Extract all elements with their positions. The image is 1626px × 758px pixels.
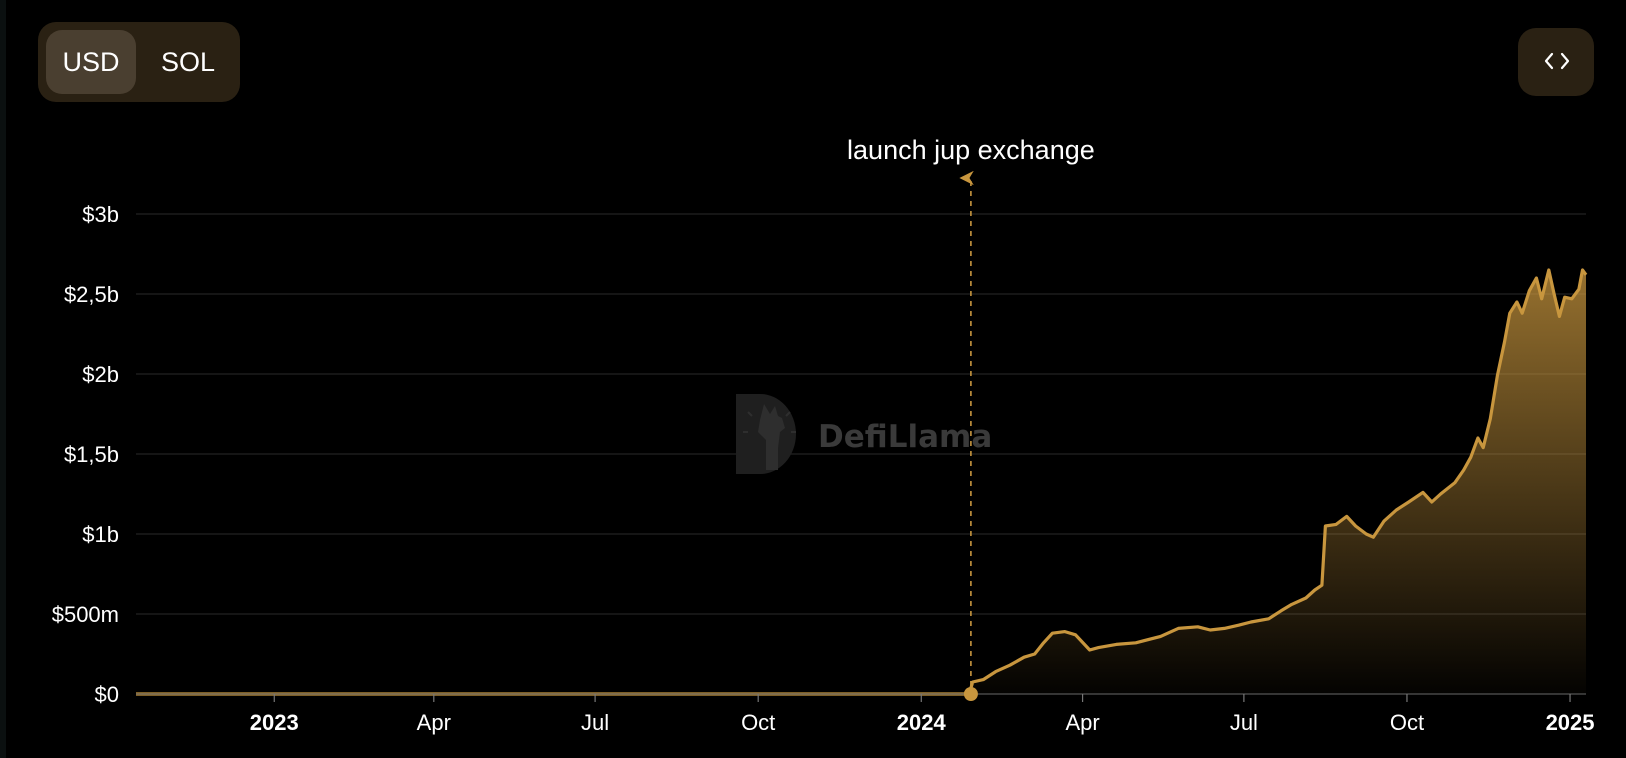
y-tick-label: $2,5b <box>64 282 119 307</box>
tvl-area <box>136 270 1586 694</box>
x-axis: 2023 Apr Jul Oct 2024 Apr Jul Oct 2025 <box>136 693 1595 735</box>
y-axis: $0 $500m $1b $1,5b $2b $2,5b $3b <box>52 202 119 707</box>
embed-code-button[interactable] <box>1518 28 1594 96</box>
x-tick-label: 2024 <box>897 710 947 735</box>
defillama-watermark: DefiLlama <box>736 394 992 474</box>
x-tick-label: Apr <box>417 710 451 735</box>
x-tick-label: 2023 <box>250 710 299 735</box>
x-tick-label: Jul <box>1230 710 1258 735</box>
launch-annotation: launch jup exchange <box>847 135 1095 701</box>
y-tick-label: $1,5b <box>64 442 119 467</box>
x-tick-label: Oct <box>1390 710 1424 735</box>
window-edge <box>0 0 6 758</box>
y-tick-label: $500m <box>52 602 119 627</box>
y-tick-label: $3b <box>82 202 119 227</box>
watermark-text: DefiLlama <box>818 419 992 455</box>
y-tick-label: $1b <box>82 522 119 547</box>
llama-logo-icon <box>736 394 796 474</box>
usd-toggle-button[interactable]: USD <box>46 30 136 94</box>
x-tick-label: 2025 <box>1546 710 1595 735</box>
annotation-label: launch jup exchange <box>847 135 1095 165</box>
currency-toggle: USD SOL <box>38 22 240 102</box>
x-tick-label: Apr <box>1065 710 1099 735</box>
y-tick-label: $2b <box>82 362 119 387</box>
y-tick-label: $0 <box>95 682 119 707</box>
tvl-line <box>136 268 1588 696</box>
x-tick-label: Oct <box>741 710 775 735</box>
code-brackets-icon <box>1544 52 1570 70</box>
sol-toggle-button[interactable]: SOL <box>144 30 232 94</box>
x-tick-label: Jul <box>581 710 609 735</box>
annotation-marker[interactable] <box>963 687 978 701</box>
